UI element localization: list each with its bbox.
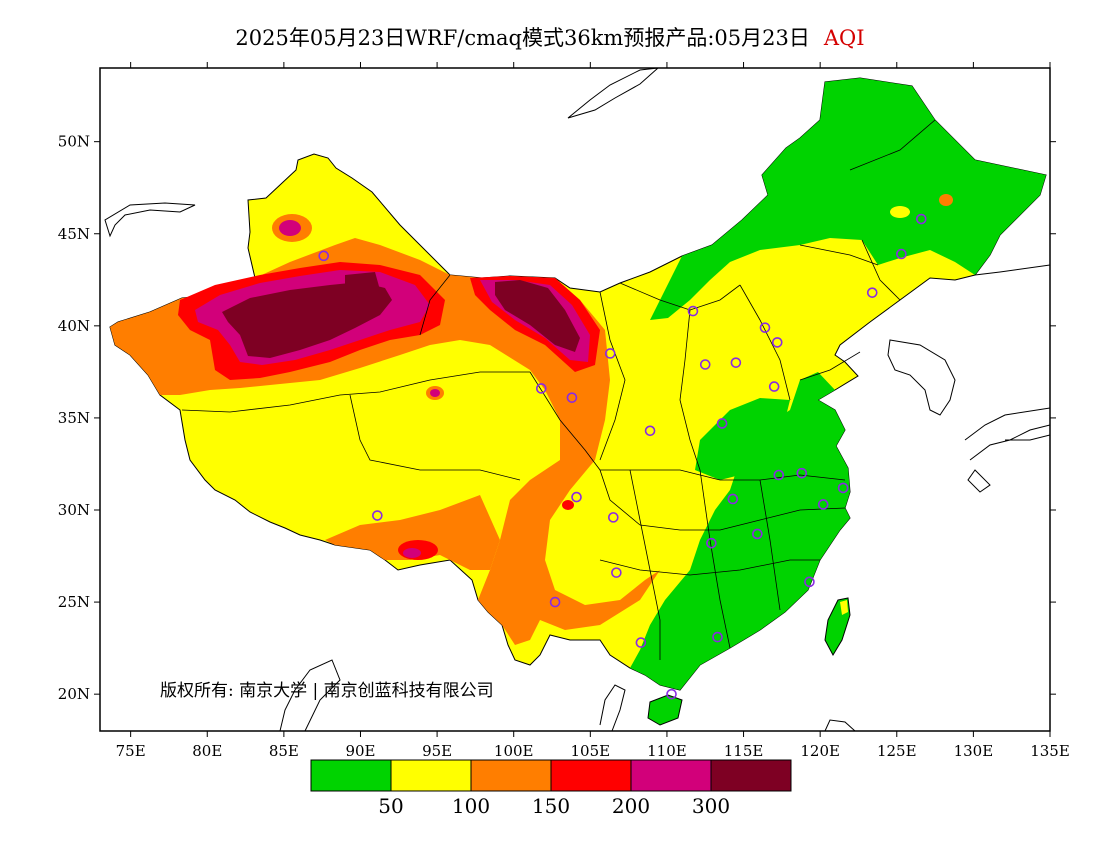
lat-label-25n: 25N [58,593,90,611]
station-marker [796,467,808,479]
station-marker [716,418,728,429]
lon-label-120e: 120E [800,742,840,760]
lon-label-130e: 130E [954,742,994,760]
maroon-spot-east [345,272,380,298]
station-marker [635,637,647,648]
station-marker [768,381,780,392]
lat-label-35n: 35N [58,409,90,427]
aqi-colorbar: 50 100 150 200 300 [310,759,792,818]
lon-label-80e: 80E [192,742,222,760]
latitude-axis: 20N 25N 30N 35N 40N 45N 50N [58,133,1056,703]
colorbar-label-100: 100 [452,794,490,818]
city-station-markers [318,213,927,700]
colorbar-swatch-3 [470,759,552,792]
station-marker [644,425,656,437]
station-marker [687,305,699,317]
colorbar-swatch-4 [550,759,632,792]
map-title: 2025年05月23日WRF/cmaq模式36km预报产品:05月23日 AQI [0,22,1100,52]
station-marker [771,337,783,348]
map-content [104,68,1050,731]
hotspot-sichuan [562,500,574,510]
taiwan-yellow [840,600,848,615]
title-variable: AQI [823,26,865,50]
station-marker [666,688,677,700]
colorbar-swatch-2 [390,759,472,792]
lon-label-135e: 135E [1030,742,1070,760]
orange-southwest-strip [325,495,500,570]
copyright-text: 版权所有: 南京大学 | 南京创蓝科技有限公司 [160,681,494,701]
colorbar-swatch-5 [630,759,712,792]
station-marker [837,482,849,494]
station-marker [896,248,907,260]
colorbar-swatch-1 [310,759,392,792]
lat-label-30n: 30N [58,501,90,519]
station-marker [866,287,878,298]
lat-label-40n: 40N [58,317,90,335]
map-frame [99,67,1051,732]
hotspot-junggar-core [279,220,301,236]
hainan-island [647,694,683,726]
lon-label-105e: 105E [571,742,611,760]
station-marker [372,510,383,521]
maroon-hexi [495,280,580,352]
lon-label-95e: 95E [422,742,452,760]
lon-label-75e: 75E [116,742,146,760]
station-marker [604,348,616,359]
lat-label-20n: 20N [58,685,90,703]
province-borders [181,119,936,660]
colorbar-label-150: 150 [532,794,570,818]
station-marker [611,567,622,578]
colorbar-label-300: 300 [692,794,730,818]
station-marker [608,512,619,523]
hotspot-heilongjiang [939,194,953,206]
hotspot-tibet-south-core [403,548,421,558]
colorbar-swatch-6 [710,759,792,792]
station-marker [773,469,785,481]
lon-label-100e: 100E [494,742,534,760]
station-marker [712,631,723,643]
lon-label-115e: 115E [724,742,764,760]
station-marker [699,359,711,370]
station-marker [752,528,763,540]
colorbar-label-50: 50 [378,794,403,818]
station-marker [804,576,815,588]
lon-label-125e: 125E [877,742,917,760]
station-marker [549,596,561,608]
neighbor-coastlines [104,68,1050,731]
lon-label-110e: 110E [647,742,687,760]
station-marker [566,392,578,403]
station-marker [727,493,739,505]
hotspot-northeast-yellow [890,206,910,218]
colorbar-label-200: 200 [612,794,650,818]
hotspot-qinghai-core [430,389,440,397]
lon-label-90e: 90E [345,742,375,760]
longitude-axis: 75E 80E 85E 90E 95E 100E 105E 110E 115E 120E 125E 1… [116,62,1070,760]
station-marker [571,491,582,503]
green-central-east [695,398,790,480]
station-marker [730,357,742,368]
station-marker [915,213,927,225]
station-marker [535,383,547,394]
green-northeast [650,78,1046,320]
lon-label-85e: 85E [269,742,299,760]
green-southeast [630,372,850,690]
lat-label-50n: 50N [58,133,90,151]
station-marker [759,322,771,333]
maroon-northwest [222,282,392,358]
station-marker [817,499,829,510]
title-main: 2025年05月23日WRF/cmaq模式36km预报产品:05月23日 [235,26,810,50]
lat-label-45n: 45N [58,225,90,243]
station-marker [318,250,330,262]
station-marker [706,537,717,549]
